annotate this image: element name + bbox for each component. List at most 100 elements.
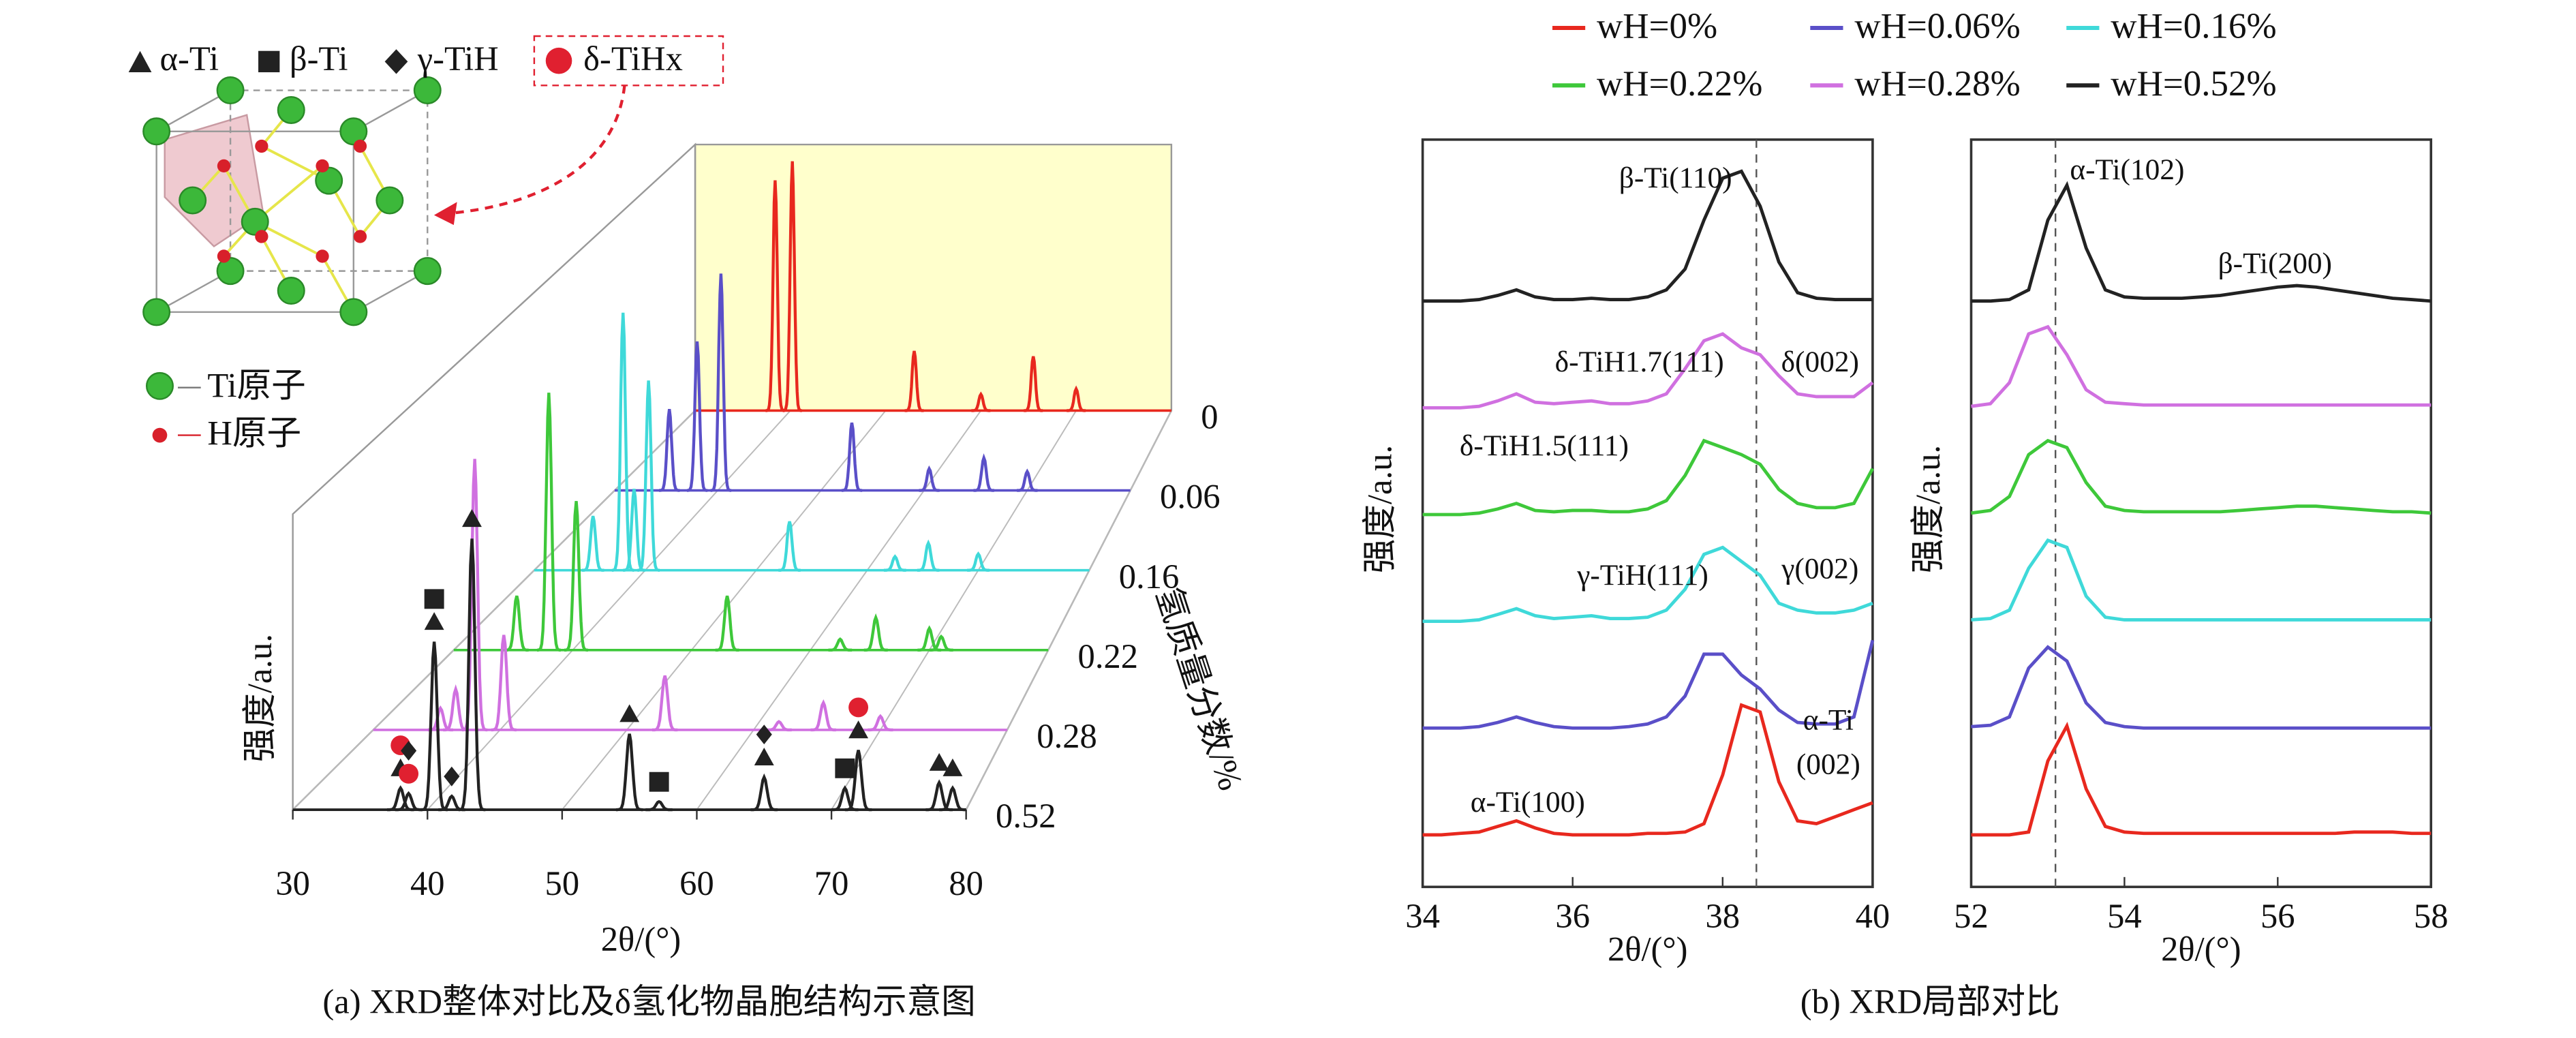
peak — [582, 515, 604, 572]
peak — [925, 779, 953, 812]
peak — [651, 675, 678, 732]
annotation: α-Ti — [1803, 703, 1854, 736]
peak — [919, 465, 940, 492]
legend-label: wH=0.16% — [2111, 7, 2276, 46]
phase-marker — [942, 758, 963, 776]
x-tick-label: 30 — [275, 864, 310, 902]
peak — [1024, 356, 1043, 412]
legend-symbol — [384, 49, 408, 74]
peak — [883, 554, 906, 572]
x-tick-label: 58 — [2414, 897, 2449, 935]
ti-atoms — [142, 76, 442, 326]
arrow-head — [433, 202, 457, 226]
phase-marker — [462, 509, 482, 528]
x-tick-label: 80 — [949, 864, 983, 902]
crystal-cell — [142, 76, 626, 326]
phase-marker — [754, 747, 774, 765]
x-tick-label: 52 — [1954, 897, 1989, 935]
peak — [868, 714, 893, 732]
phase-marker — [835, 758, 855, 778]
peak — [564, 501, 588, 652]
peak — [659, 409, 680, 492]
peak — [420, 641, 448, 812]
spectrum — [1971, 721, 2432, 837]
legend-label: wH=0% — [1597, 7, 1717, 46]
peak — [971, 391, 991, 412]
peak — [844, 750, 872, 812]
peak — [1017, 468, 1038, 492]
spectrum — [1422, 639, 1875, 730]
grid-line — [292, 410, 696, 810]
peak — [765, 180, 785, 412]
grid-line — [696, 410, 982, 810]
peak — [645, 799, 673, 812]
x-tick-label: 36 — [1555, 897, 1590, 935]
x-tick-label: 70 — [814, 864, 849, 902]
legend-label: γ-TiH — [417, 40, 499, 78]
annotation: β-Ti(200) — [2218, 247, 2332, 279]
peak — [904, 350, 924, 412]
annotation: γ-TiH(111) — [1576, 559, 1708, 592]
x-axis-label: 2θ/(°) — [601, 920, 681, 958]
x-tick-label: 38 — [1705, 897, 1740, 935]
y-axis-label: 强度/a.u. — [1360, 445, 1398, 573]
peak — [967, 551, 990, 572]
phase-marker — [444, 766, 460, 787]
peak — [810, 699, 836, 732]
annotation: α-Ti(102) — [2070, 153, 2184, 186]
phase-marker — [929, 752, 949, 771]
peak — [929, 634, 953, 652]
peak — [750, 773, 778, 812]
grid-line — [965, 410, 1172, 810]
atom-symbol — [145, 371, 174, 400]
legend-symbol — [258, 50, 280, 73]
peak — [615, 733, 643, 812]
grid-line — [427, 410, 791, 810]
legend-label: wH=0.22% — [1597, 64, 1762, 104]
spectrum — [1422, 438, 1875, 517]
phase-marker — [424, 612, 444, 630]
peak — [637, 380, 660, 572]
peak — [715, 595, 739, 652]
legend-label: wH=0.52% — [2111, 64, 2276, 104]
legend-label: α-Ti — [159, 40, 219, 78]
annotation: δ-TiH1.5(111) — [1460, 429, 1629, 462]
peak — [973, 453, 994, 492]
annotation: β-Ti(110) — [1619, 162, 1732, 194]
peak — [536, 393, 561, 652]
spectrum — [1422, 169, 1873, 303]
peak — [611, 312, 634, 572]
peak — [939, 785, 966, 812]
z-tick-label: 0.16 — [1119, 558, 1180, 596]
spectrum — [1422, 332, 1874, 410]
phase-marker — [756, 724, 772, 745]
peak — [782, 161, 802, 412]
atom-label: Ti原子 — [207, 367, 305, 405]
caption: (a) XRD整体对比及δ氢化物晶胞结构示意图 — [322, 982, 975, 1020]
atom-label: H原子 — [207, 414, 301, 453]
peak — [458, 538, 486, 812]
spectrum — [1422, 545, 1873, 624]
atom-symbol — [152, 427, 168, 443]
spectrum — [1971, 324, 2432, 408]
legend-label: β-Ti — [290, 40, 348, 78]
pointer-arrow — [446, 85, 626, 215]
peak — [395, 791, 423, 812]
legend-label: δ-TiHx — [583, 40, 683, 78]
peak — [443, 684, 469, 732]
phase-marker — [848, 697, 869, 718]
peak — [863, 613, 888, 652]
phase-marker — [649, 772, 669, 792]
annotation: γ(002) — [1781, 553, 1858, 585]
peak — [504, 595, 529, 652]
plot-frame — [1969, 138, 2433, 889]
phase-marker — [424, 589, 444, 609]
x-tick-label: 40 — [410, 864, 445, 902]
legend-label: wH=0.28% — [1854, 64, 2020, 104]
legend-symbol — [545, 47, 572, 74]
z-tick-label: 0.06 — [1160, 478, 1221, 516]
x-tick-label: 34 — [1405, 897, 1440, 935]
spectrum — [1971, 181, 2432, 303]
x-tick-label: 54 — [2107, 897, 2142, 935]
